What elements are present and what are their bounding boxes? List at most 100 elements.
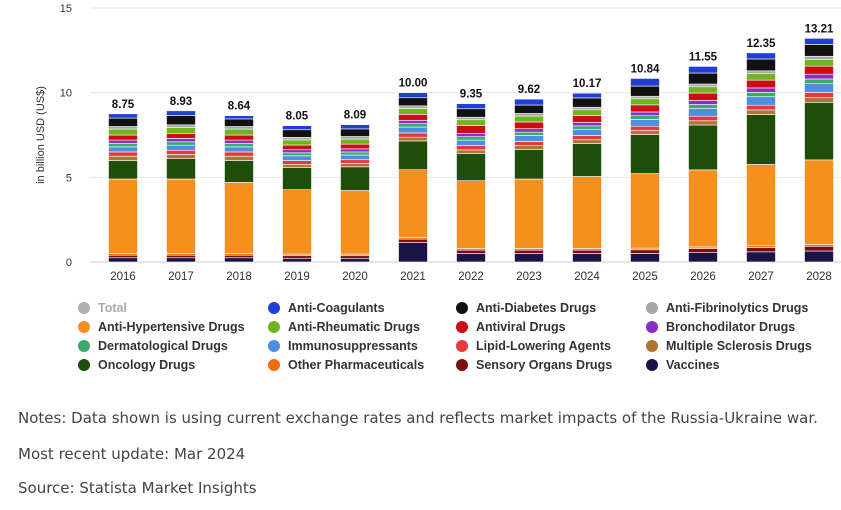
bar-segment[interactable] — [804, 97, 834, 103]
bar-segment[interactable] — [398, 97, 428, 107]
bar-segment[interactable] — [108, 155, 138, 161]
bar-stack-2025[interactable] — [630, 78, 660, 263]
bar-segment[interactable] — [572, 122, 602, 127]
bar-segment[interactable] — [282, 139, 312, 146]
bar-segment[interactable] — [572, 97, 602, 108]
legend-item[interactable]: Anti-Diabetes Drugs — [456, 301, 596, 315]
bar-stack-2016[interactable] — [108, 113, 138, 263]
bar-segment[interactable] — [456, 119, 486, 126]
bar-segment[interactable] — [688, 83, 718, 88]
bar-segment[interactable] — [630, 173, 660, 249]
bar-segment[interactable] — [108, 139, 138, 144]
bar-segment[interactable] — [224, 155, 254, 161]
bar-segment[interactable] — [630, 119, 660, 127]
bar-segment[interactable] — [456, 153, 486, 182]
bar-segment[interactable] — [630, 134, 660, 174]
bar-segment[interactable] — [746, 52, 776, 60]
bar-segment[interactable] — [456, 136, 486, 141]
bar-segment[interactable] — [630, 95, 660, 100]
bar-segment[interactable] — [224, 134, 254, 141]
bar-segment[interactable] — [746, 70, 776, 75]
bar-segment[interactable] — [804, 44, 834, 57]
legend-item[interactable]: Anti-Rheumatic Drugs — [268, 320, 420, 334]
bar-segment[interactable] — [804, 250, 834, 263]
bar-stack-2023[interactable] — [514, 98, 544, 263]
bar-segment[interactable] — [340, 163, 370, 168]
bar-segment[interactable] — [514, 104, 544, 114]
bar-segment[interactable] — [514, 128, 544, 133]
bar-segment[interactable] — [746, 104, 776, 111]
bar-segment[interactable] — [166, 110, 196, 116]
bar-segment[interactable] — [456, 125, 486, 134]
bar-segment[interactable] — [514, 141, 544, 146]
bar-segment[interactable] — [108, 113, 138, 119]
bar-segment[interactable] — [224, 146, 254, 153]
legend-item[interactable]: Anti-Hypertensive Drugs — [78, 320, 245, 334]
bar-stack-2026[interactable] — [688, 66, 718, 263]
bar-segment[interactable] — [108, 254, 138, 259]
bar-segment[interactable] — [224, 118, 254, 127]
bar-segment[interactable] — [224, 128, 254, 136]
legend-item[interactable]: Dermatological Drugs — [78, 339, 228, 353]
bar-segment[interactable] — [572, 109, 602, 116]
legend-item[interactable]: Other Pharmaceuticals — [268, 358, 424, 372]
bar-segment[interactable] — [630, 85, 660, 97]
bar-segment[interactable] — [108, 134, 138, 141]
bar-segment[interactable] — [282, 167, 312, 190]
bar-segment[interactable] — [340, 255, 370, 259]
bar-segment[interactable] — [166, 154, 196, 160]
legend-item[interactable]: Oncology Drugs — [78, 358, 195, 372]
legend-item[interactable]: Antiviral Drugs — [456, 320, 566, 334]
bar-segment[interactable] — [630, 111, 660, 116]
bar-stack-2022[interactable] — [456, 103, 486, 263]
bar-segment[interactable] — [514, 178, 544, 249]
bar-segment[interactable] — [282, 257, 312, 263]
bar-segment[interactable] — [166, 138, 196, 143]
bar-segment[interactable] — [514, 121, 544, 130]
bar-segment[interactable] — [340, 136, 370, 140]
bar-stack-2024[interactable] — [572, 92, 602, 263]
bar-segment[interactable] — [398, 119, 428, 124]
bar-segment[interactable] — [398, 242, 428, 263]
bar-segment[interactable] — [456, 253, 486, 263]
bar-segment[interactable] — [166, 257, 196, 263]
bar-stack-2020[interactable] — [340, 124, 370, 263]
bar-segment[interactable] — [688, 66, 718, 74]
bar-segment[interactable] — [746, 109, 776, 115]
bar-segment[interactable] — [398, 136, 428, 142]
legend-item[interactable]: Total — [78, 301, 127, 315]
bar-segment[interactable] — [630, 115, 660, 120]
bar-segment[interactable] — [398, 238, 428, 243]
bar-segment[interactable] — [340, 138, 370, 145]
bar-segment[interactable] — [224, 139, 254, 144]
bar-segment[interactable] — [688, 124, 718, 171]
bar-segment[interactable] — [746, 73, 776, 81]
bar-segment[interactable] — [224, 160, 254, 183]
bar-segment[interactable] — [514, 249, 544, 254]
bar-segment[interactable] — [630, 125, 660, 131]
bar-segment[interactable] — [688, 92, 718, 101]
bar-segment[interactable] — [166, 158, 196, 180]
bar-segment[interactable] — [340, 124, 370, 130]
bar-segment[interactable] — [630, 104, 660, 113]
bar-segment[interactable] — [514, 135, 544, 142]
bar-segment[interactable] — [398, 169, 428, 238]
bar-segment[interactable] — [572, 92, 602, 99]
bar-segment[interactable] — [340, 257, 370, 263]
bar-segment[interactable] — [804, 102, 834, 161]
bar-segment[interactable] — [630, 130, 660, 135]
legend-item[interactable]: Immunosuppressants — [268, 339, 418, 353]
bar-stack-2028[interactable] — [804, 38, 834, 263]
bar-segment[interactable] — [572, 143, 602, 177]
bar-segment[interactable] — [282, 144, 312, 151]
bar-segment[interactable] — [282, 155, 312, 161]
bar-segment[interactable] — [804, 83, 834, 93]
bar-segment[interactable] — [456, 180, 486, 249]
bar-segment[interactable] — [688, 108, 718, 117]
bar-segment[interactable] — [688, 252, 718, 263]
bar-segment[interactable] — [456, 108, 486, 118]
bar-segment[interactable] — [340, 128, 370, 137]
bar-segment[interactable] — [746, 164, 776, 247]
bar-segment[interactable] — [282, 255, 312, 259]
bar-segment[interactable] — [630, 98, 660, 106]
